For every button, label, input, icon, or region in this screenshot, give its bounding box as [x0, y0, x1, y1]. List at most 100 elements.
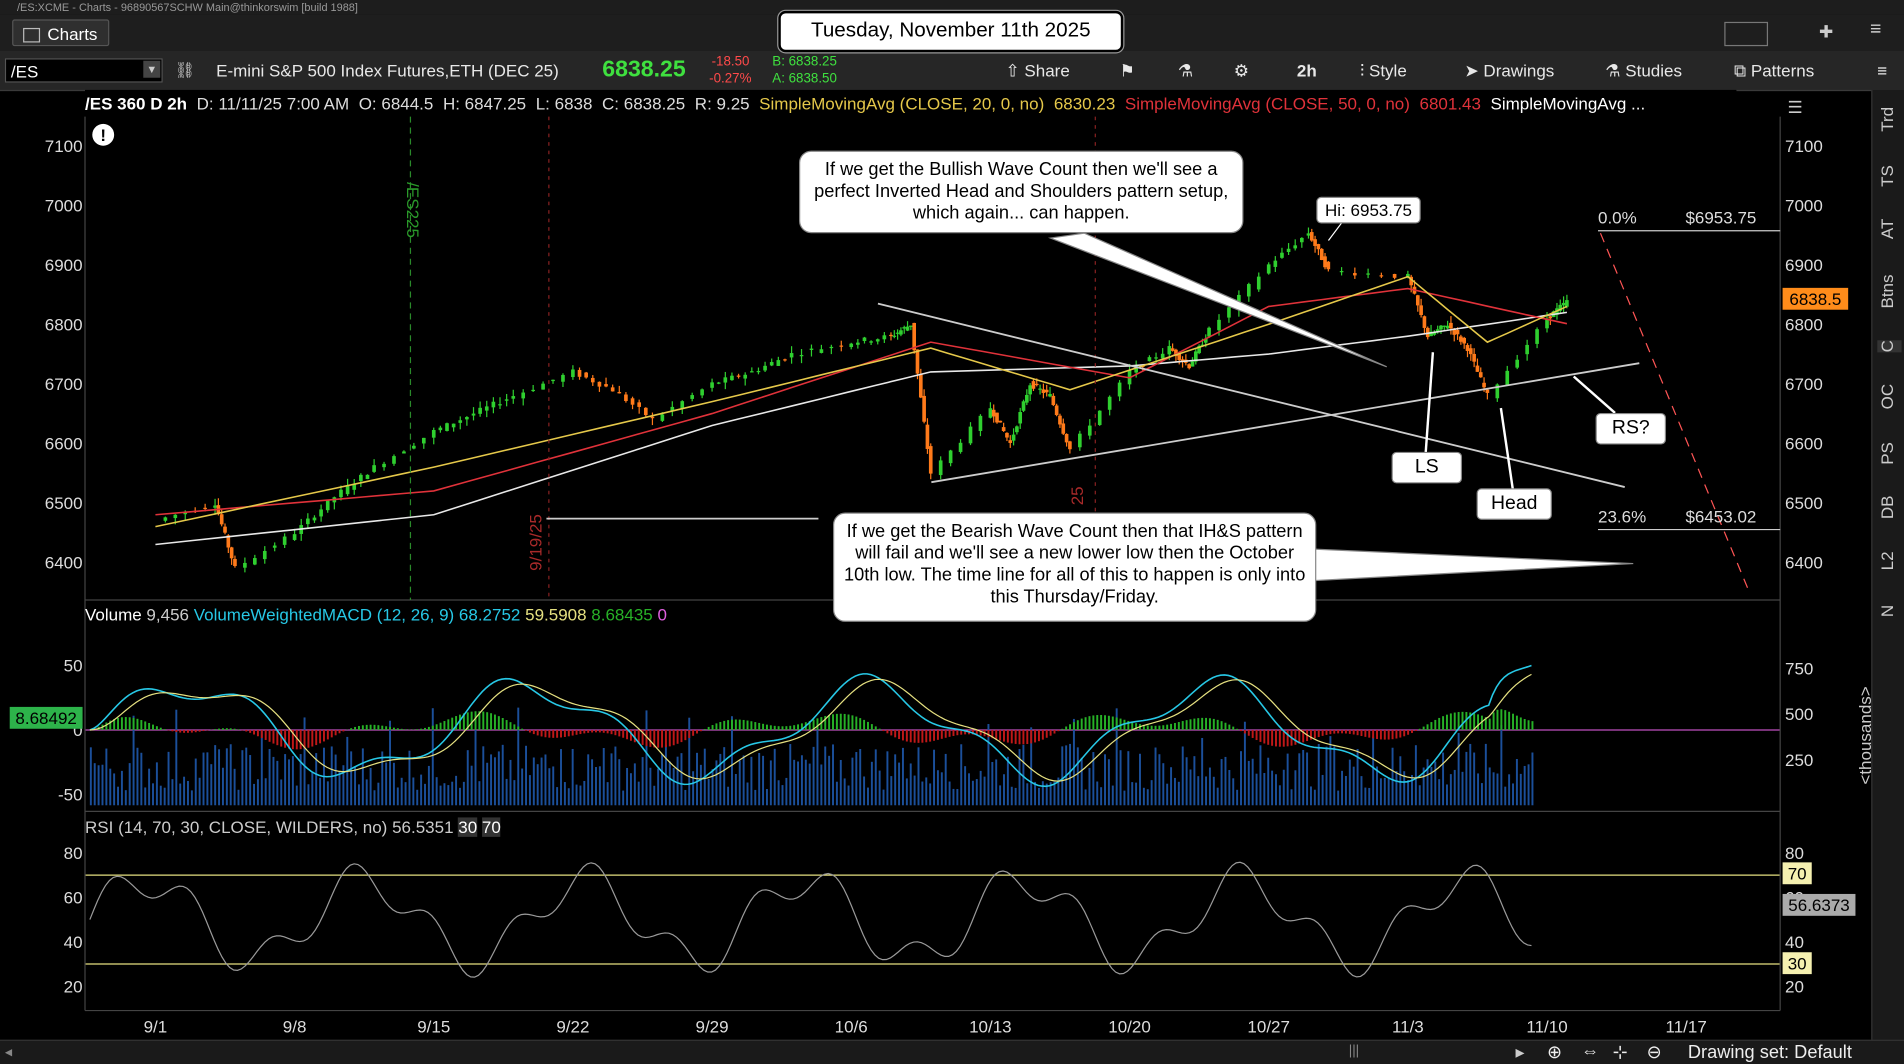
sidebar-item-ps[interactable]: PS [1877, 442, 1897, 465]
alert-icon[interactable]: ! [92, 123, 115, 146]
volume-bar [1263, 773, 1266, 806]
studies-button[interactable]: ⚗ Studies [1605, 51, 1682, 90]
macd-hist-bar [1166, 724, 1169, 730]
candle-body [1379, 275, 1384, 277]
candle-body [1472, 353, 1476, 362]
volume-bar [936, 770, 939, 806]
macd-hist-bar [361, 725, 364, 730]
symbol-input[interactable]: /ES [4, 58, 163, 83]
scroll-right-icon[interactable]: ▸ [1515, 1042, 1525, 1063]
candle-body [889, 334, 893, 337]
sidebar-item-n[interactable]: N [1877, 604, 1897, 618]
volume-bar [715, 760, 718, 806]
sidebar-item-trd[interactable]: Trd [1877, 106, 1897, 132]
macd-hist-bar [587, 729, 590, 733]
price-tick-right: 6900 [1785, 256, 1823, 275]
volume-bar [672, 767, 675, 806]
symbol-dropdown-icon[interactable]: ▼ [143, 60, 161, 78]
volume-bar [155, 762, 158, 806]
volume-bar [1395, 770, 1398, 806]
volume-bar [311, 772, 314, 806]
flag-icon[interactable]: ⚑ [1119, 60, 1135, 81]
volume-bar [431, 708, 434, 806]
volume-bar [692, 771, 695, 806]
macd-hist-bar [1333, 729, 1336, 734]
x-tick-label: 11/10 [1526, 1017, 1567, 1036]
rsi-label[interactable]: RSI (14, 70, 30, CLOSE, WILDERS, no) [85, 817, 388, 837]
crosshair-icon[interactable]: ⊹ [1612, 1042, 1628, 1063]
macd-hist-bar [874, 726, 877, 730]
candle-body [1044, 389, 1049, 393]
sidebar-item-ts[interactable]: TS [1877, 165, 1897, 187]
rsi-value: 56.5351 [392, 817, 454, 837]
volume-bar [1080, 757, 1083, 806]
volume-bar [898, 762, 901, 806]
volume-bar [237, 789, 240, 806]
macd-hist-bar [1484, 717, 1487, 730]
vwmacd-label[interactable]: VolumeWeightedMACD (12, 26, 9) [193, 604, 455, 625]
macd-hist-bar [392, 727, 395, 730]
sidebar-item-l2[interactable]: L2 [1877, 551, 1897, 571]
rsi-tick-left: 60 [64, 888, 83, 907]
macd-hist-bar [688, 729, 691, 739]
collapse-icon[interactable]: ☰ [1787, 97, 1803, 117]
zoom-in-icon[interactable]: ⊕ [1547, 1042, 1563, 1063]
timeframe-button[interactable]: 2h [1296, 60, 1317, 81]
style-button[interactable]: ⫶ Style [1360, 51, 1407, 90]
volume-bar [140, 752, 143, 806]
volume-bar [983, 776, 986, 806]
volume-bar [260, 730, 263, 806]
gear-icon[interactable]: ⚙ [1233, 60, 1249, 81]
volume-bar [1154, 747, 1157, 806]
macd-hist-bar [455, 716, 458, 730]
macd-hist-bar [1135, 723, 1138, 730]
window-layout-icon[interactable] [1724, 21, 1769, 47]
macd-hist-bar [482, 711, 485, 730]
macd-hist-bar [692, 729, 695, 736]
volume-bar [369, 767, 372, 806]
candle-body [521, 392, 526, 399]
macd-hist-bar [653, 729, 656, 748]
sidebar-item-at[interactable]: AT [1877, 218, 1897, 240]
volume-bar [1170, 767, 1173, 806]
sma200-label[interactable]: SimpleMovingAvg ... [1490, 93, 1646, 113]
drawings-button[interactable]: ➤ Drawings [1464, 51, 1554, 90]
volume-bar [435, 777, 438, 806]
volume-bar [1302, 749, 1305, 806]
candle-body [915, 349, 920, 374]
macd-hist-bar [497, 716, 500, 730]
macd-hist-bar [1282, 729, 1285, 747]
share-button[interactable]: ⇧ Share [1005, 51, 1069, 90]
tab-charts[interactable]: Charts [12, 19, 110, 47]
volume-bar [1527, 764, 1530, 806]
scrollbar-thumb[interactable]: ||| [1348, 1043, 1360, 1058]
volume-bar [221, 767, 224, 806]
sma50-label[interactable]: SimpleMovingAvg (CLOSE, 50, 0, no) [1124, 93, 1410, 113]
sidebar-item-db[interactable]: DB [1877, 495, 1897, 520]
sma20-label[interactable]: SimpleMovingAvg (CLOSE, 20, 0, no) [759, 93, 1045, 113]
patterns-button[interactable]: ⧉ Patterns [1734, 51, 1814, 90]
macd-hist-bar [1477, 714, 1480, 730]
sidebar-item-btns[interactable]: Btns [1877, 274, 1897, 309]
drawing-set-label[interactable]: Drawing set: Default [1687, 1042, 1852, 1063]
volume-bar [408, 750, 411, 806]
pan-icon[interactable]: ⇔ [1581, 1040, 1600, 1062]
sidebar-item-oc[interactable]: OC [1877, 383, 1897, 410]
zoom-out-icon[interactable]: ⊖ [1646, 1042, 1662, 1063]
candle-body [1008, 440, 1013, 443]
sidebar-item-c[interactable]: C [1877, 340, 1902, 353]
volume-bar [719, 753, 722, 806]
macd-value-tag: 8.68492 [9, 706, 83, 729]
scroll-left-icon[interactable]: ◂ [4, 1043, 13, 1061]
hamburger-icon[interactable]: ≡ [1877, 60, 1888, 81]
candle-body [1160, 353, 1165, 359]
macd-hist-bar [478, 711, 481, 730]
pin-icon[interactable]: ✚ [1819, 21, 1834, 42]
flask-icon[interactable]: ⚗ [1177, 60, 1194, 81]
menu-icon[interactable]: ≡ [1870, 19, 1882, 41]
volume-bar [361, 748, 364, 806]
macd-hist-bar [940, 729, 943, 739]
link-icon[interactable]: ⛓ [174, 60, 195, 79]
bar-close: C: 6838.25 [602, 93, 686, 113]
